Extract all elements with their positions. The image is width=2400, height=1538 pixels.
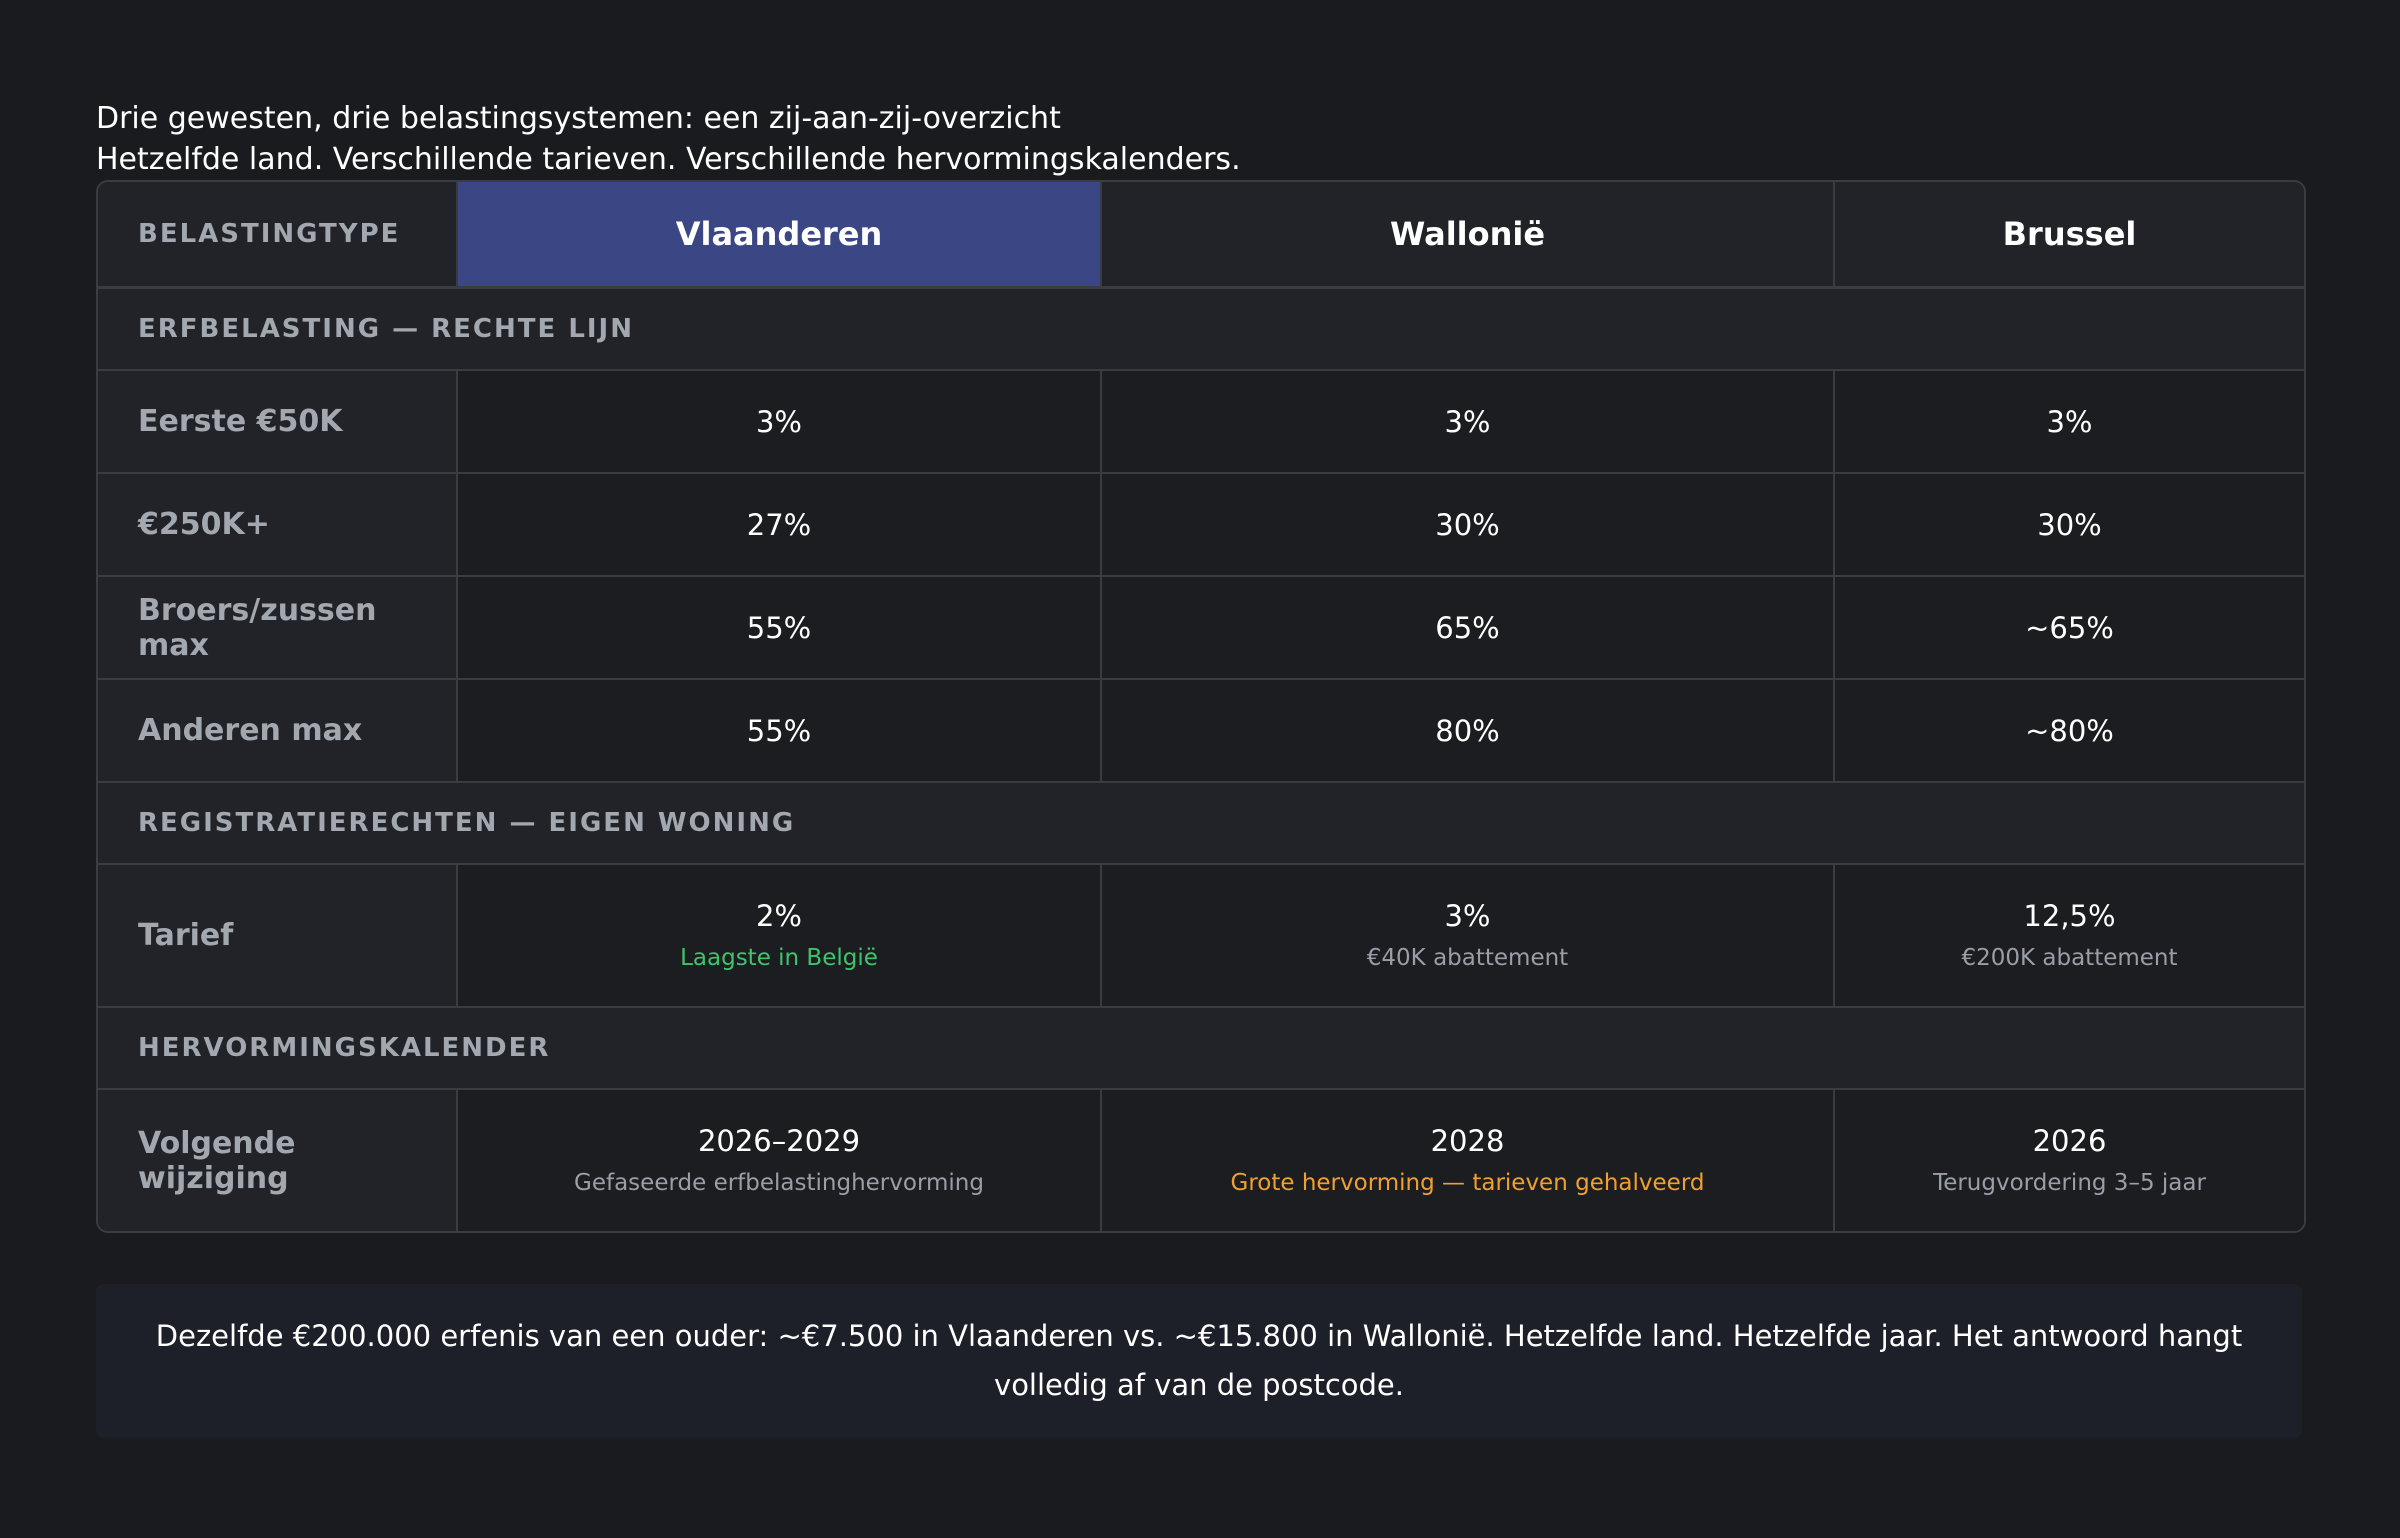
row-label: Volgende wijziging [98,1089,458,1231]
cell-vlaanderen: 27% [457,473,1102,577]
section-title: HERVORMINGSKALENDER [98,1007,2304,1090]
page-subtitle: Hetzelfde land. Verschillende tarieven. … [96,142,1241,177]
table-row: Eerste €50K 3% 3% 3% [98,370,2304,474]
cell-value: 2028 [1430,1123,1505,1158]
table-row: Tarief 2% Laagste in België 3% €40K abat… [98,864,2304,1008]
row-label: Anderen max [98,679,458,783]
cell-brussel: 30% [1834,473,2304,577]
cell-brussel: ~80% [1834,679,2304,783]
cell-wallonie: 3% €40K abattement [1101,864,1835,1008]
section-row-registratierechten: REGISTRATIERECHTEN — EIGEN WONING [98,782,2304,865]
cell-note: Grote hervorming — tarieven gehalveerd [1230,1169,1705,1196]
column-header-vlaanderen: Vlaanderen [457,182,1102,289]
corner-header: BELASTINGTYPE [98,182,458,289]
cell-note: Laagste in België [680,944,878,971]
cell-brussel: ~65% [1834,576,2304,680]
section-row-erfbelasting: ERFBELASTING — RECHTE LIJN [98,287,2304,371]
cell-wallonie: 80% [1101,679,1835,783]
cell-note: Terugvordering 3–5 jaar [1933,1169,2206,1196]
cell-wallonie: 30% [1101,473,1835,577]
row-label: €250K+ [98,473,458,577]
cell-brussel: 12,5% €200K abattement [1834,864,2304,1008]
table-row: €250K+ 27% 30% 30% [98,473,2304,577]
cell-value: 2026 [2032,1123,2107,1158]
row-label: Eerste €50K [98,370,458,474]
section-title: ERFBELASTING — RECHTE LIJN [98,287,2304,371]
table-row: Broers/zussen max 55% 65% ~65% [98,576,2304,680]
table-row: Volgende wijziging 2026–2029 Gefaseerde … [98,1089,2304,1231]
cell-value: 12,5% [2023,898,2116,933]
cell-value: 3% [1444,898,1491,933]
cell-value: 2% [755,898,802,933]
column-header-wallonie: Wallonië [1101,182,1835,289]
cell-note: Gefaseerde erfbelastinghervorming [574,1169,984,1196]
heading: Drie gewesten, drie belastingsystemen: e… [96,98,1241,180]
row-label: Tarief [98,864,458,1008]
cell-value: 2026–2029 [697,1123,861,1158]
cell-vlaanderen: 2% Laagste in België [457,864,1102,1008]
section-row-hervormingskalender: HERVORMINGSKALENDER [98,1007,2304,1090]
cell-note: €200K abattement [1961,944,2178,971]
comparison-table: BELASTINGTYPE Vlaanderen Wallonië Brusse… [96,180,2306,1233]
cell-wallonie: 3% [1101,370,1835,474]
table-row: Anderen max 55% 80% ~80% [98,679,2304,783]
page-title: Drie gewesten, drie belastingsystemen: e… [96,101,1061,136]
cell-brussel: 2026 Terugvordering 3–5 jaar [1834,1089,2304,1231]
cell-wallonie: 2028 Grote hervorming — tarieven gehalve… [1101,1089,1835,1231]
cell-vlaanderen: 2026–2029 Gefaseerde erfbelastinghervorm… [457,1089,1102,1231]
cell-vlaanderen: 55% [457,576,1102,680]
summary-text: Dezelfde €200.000 erfenis van een ouder:… [155,1319,2243,1402]
column-header-brussel: Brussel [1834,182,2304,289]
cell-note: €40K abattement [1366,944,1569,971]
row-label: Broers/zussen max [98,576,458,680]
cell-wallonie: 65% [1101,576,1835,680]
cell-vlaanderen: 55% [457,679,1102,783]
summary-callout: Dezelfde €200.000 erfenis van een ouder:… [96,1284,2302,1438]
cell-vlaanderen: 3% [457,370,1102,474]
section-title: REGISTRATIERECHTEN — EIGEN WONING [98,782,2304,865]
cell-brussel: 3% [1834,370,2304,474]
table-header-row: BELASTINGTYPE Vlaanderen Wallonië Brusse… [98,182,2304,289]
